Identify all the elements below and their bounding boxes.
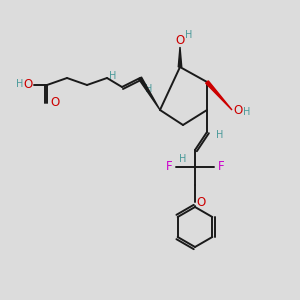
Text: H: H [179,154,187,164]
Text: O: O [23,77,33,91]
Polygon shape [178,47,182,67]
Text: O: O [196,196,206,208]
Text: F: F [218,160,224,173]
Text: O: O [176,34,184,46]
Polygon shape [206,81,232,110]
Text: F: F [166,160,172,173]
Text: H: H [16,79,24,89]
Text: H: H [109,71,117,81]
Text: H: H [145,84,153,94]
Text: O: O [50,97,60,110]
Text: H: H [216,130,224,140]
Text: H: H [185,30,193,40]
Text: H: H [243,107,251,117]
Polygon shape [139,77,160,110]
Text: O: O [233,103,243,116]
